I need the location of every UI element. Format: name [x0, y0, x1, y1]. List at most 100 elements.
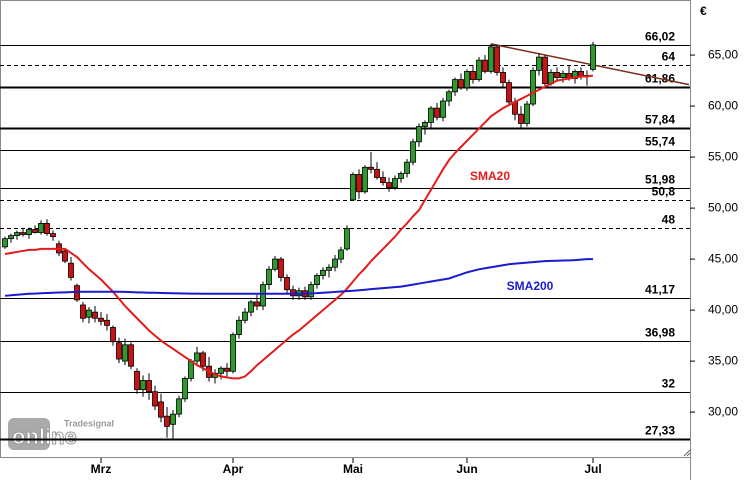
level-label: 50,8: [652, 185, 676, 199]
candle-body: [110, 327, 116, 343]
x-tick-label: Mai: [343, 462, 363, 476]
candle-body: [122, 344, 128, 362]
candle: [14, 230, 20, 240]
candle: [254, 294, 260, 311]
resize-grip: [683, 449, 691, 457]
candle: [242, 308, 248, 324]
candle: [50, 230, 56, 241]
candle: [116, 337, 122, 364]
candle: [572, 69, 578, 84]
watermark: Tradesignal online: [8, 418, 114, 450]
candle: [530, 67, 536, 107]
candle: [260, 281, 266, 311]
candle-body: [32, 229, 38, 233]
candle-body: [170, 413, 176, 425]
candle: [98, 312, 104, 326]
candle-body: [104, 319, 110, 326]
candle: [446, 89, 452, 107]
candle-body: [284, 277, 290, 291]
candle-body: [590, 44, 596, 70]
candle: [506, 79, 512, 107]
candle-body: [386, 182, 392, 189]
candle-body: [440, 100, 446, 118]
candle: [458, 73, 464, 90]
candle-body: [434, 107, 440, 118]
candle: [266, 266, 272, 290]
candle-body: [404, 161, 410, 174]
candle-body: [146, 380, 152, 393]
candle: [92, 306, 98, 323]
candle: [314, 273, 320, 289]
candle-body: [254, 301, 260, 307]
candle-body: [554, 72, 560, 78]
candle-body: [86, 309, 92, 318]
candle-body: [452, 79, 458, 93]
candle: [470, 65, 476, 84]
candle-body: [14, 232, 20, 237]
candle: [362, 165, 368, 194]
candle: [86, 307, 92, 324]
candle: [554, 67, 560, 82]
candle: [482, 55, 488, 74]
candle: [308, 281, 314, 300]
candle: [422, 120, 428, 135]
candle-body: [236, 319, 242, 335]
candle: [20, 228, 26, 237]
candle: [338, 246, 344, 264]
candle-body: [506, 82, 512, 103]
candle-body: [560, 73, 566, 78]
candle-body: [242, 311, 248, 321]
y-tick-label: 40,00: [708, 302, 738, 316]
candle-body: [8, 235, 14, 240]
candle: [8, 233, 14, 243]
candle: [236, 316, 242, 339]
candle: [392, 175, 398, 190]
candle-body: [356, 174, 362, 193]
candle: [26, 227, 32, 239]
candle-body: [194, 352, 200, 362]
candle-body: [488, 46, 494, 72]
sma-line: [4, 74, 594, 380]
candle-body: [272, 258, 278, 270]
candle-body: [470, 71, 476, 80]
level-label: 57,84: [645, 113, 675, 127]
candle: [290, 285, 296, 300]
candle-body: [152, 391, 158, 407]
candle: [590, 41, 596, 72]
candle-body: [308, 284, 314, 298]
candle: [440, 97, 446, 122]
candle-body: [446, 91, 452, 102]
candle: [488, 43, 494, 74]
candle-body: [92, 311, 98, 319]
candle: [146, 373, 152, 400]
candle: [134, 368, 140, 394]
y-tick-label: 65,00: [708, 47, 738, 61]
candle-body: [200, 352, 206, 367]
candle: [320, 267, 326, 280]
candle: [44, 219, 50, 236]
candle-body: [62, 250, 68, 262]
candle: [494, 44, 500, 76]
candle: [104, 314, 110, 331]
candle-body: [368, 166, 374, 170]
candle-body: [458, 79, 464, 89]
candle: [356, 169, 362, 199]
watermark-product: online: [12, 424, 77, 449]
candle-body: [128, 344, 134, 367]
candle-body: [230, 334, 236, 372]
candle: [110, 325, 116, 346]
candle: [368, 151, 374, 174]
candle-body: [44, 222, 50, 234]
candle: [332, 255, 338, 272]
candle-body: [380, 177, 386, 183]
candle-body: [248, 301, 254, 313]
candle-body: [80, 304, 86, 319]
candle-body: [320, 269, 326, 276]
candle: [32, 225, 38, 234]
candle: [398, 171, 404, 183]
candle: [380, 171, 386, 186]
y-tick-label: 50,00: [708, 200, 738, 214]
y-tick-label: 30,00: [708, 404, 738, 418]
candle-body: [182, 378, 188, 400]
candle-body: [374, 168, 380, 178]
